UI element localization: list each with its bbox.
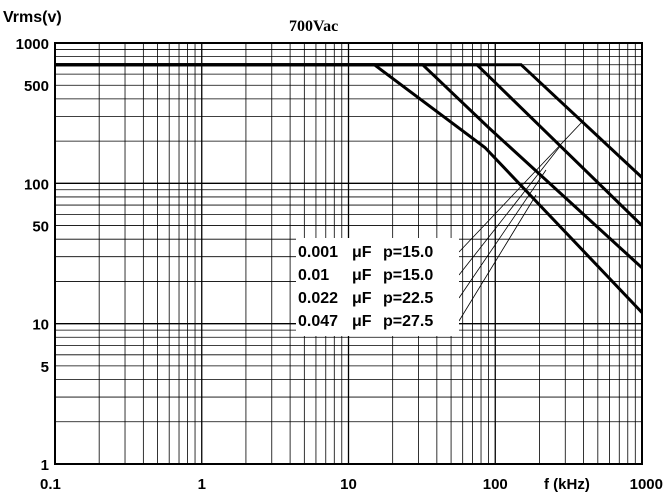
legend-capacitance: 0.001 — [298, 244, 338, 261]
legend-unit: μF — [352, 290, 372, 307]
legend-pitch: p=22.5 — [383, 290, 433, 307]
legend-unit: μF — [352, 267, 372, 284]
y-tick-label: 1000 — [16, 36, 49, 53]
x-axis-label: f (kHz) — [544, 476, 590, 493]
legend-pitch: p=15.0 — [383, 244, 433, 261]
y-tick-label: 500 — [24, 78, 49, 95]
y-tick-label: 5 — [41, 359, 49, 376]
x-tick-label: 100 — [483, 476, 508, 493]
legend-capacitance: 0.047 — [298, 313, 338, 330]
y-tick-label: 10 — [32, 317, 49, 334]
legend-leader-line — [459, 195, 536, 321]
y-tick-label: 50 — [32, 219, 49, 236]
legend-pitch: p=15.0 — [383, 267, 433, 284]
y-axis-label: Vrms(v) — [3, 9, 62, 26]
legend-unit: μF — [352, 313, 372, 330]
y-tick-label: 100 — [24, 176, 49, 193]
y-tick-labels: 1000 500 100 50 10 5 1 — [16, 36, 49, 474]
x-tick-label: 1 — [198, 476, 206, 493]
legend-capacitance: 0.01 — [298, 267, 329, 284]
legend-leader-line — [459, 170, 546, 298]
legend-capacitance: 0.022 — [298, 290, 338, 307]
legend-unit: μF — [352, 244, 372, 261]
y-tick-label: 1 — [41, 457, 49, 474]
chart-title: 700Vac — [289, 18, 338, 35]
legend: 0.001 μF p=15.0 0.01 μF p=15.0 0.022 μF p=22.5 0.… — [296, 238, 459, 336]
legend-pitch: p=27.5 — [383, 313, 433, 330]
legend-leader-lines — [459, 122, 582, 321]
x-tick-label: 0.1 — [40, 476, 61, 493]
x-tick-label: 1000 — [630, 476, 663, 493]
x-tick-label: 10 — [340, 476, 357, 493]
